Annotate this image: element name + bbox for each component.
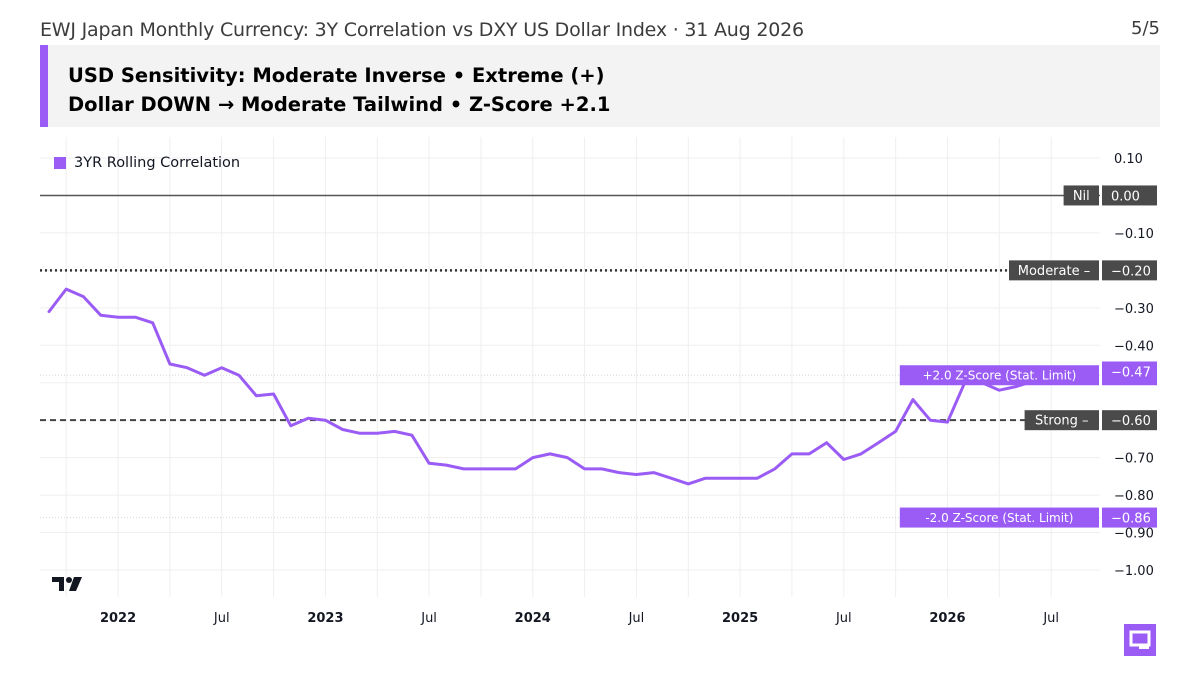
reference-line-label: +2.0 Z-Score (Stat. Limit) (922, 369, 1076, 383)
y-tick-label: −0.80 (1114, 489, 1154, 504)
reference-value-label-bg (1102, 410, 1157, 431)
reference-line-label: Strong – (1035, 414, 1089, 429)
summary-banner: USD Sensitivity: Moderate Inverse • Extr… (40, 45, 1160, 127)
reference-value-label-bg (1102, 507, 1157, 528)
reference-line-label-bg (1063, 185, 1099, 206)
tradingview-logo-icon (52, 577, 82, 591)
x-tick-label: Jul (628, 611, 645, 626)
x-tick-label: Jul (420, 611, 437, 626)
x-tick-label: Jul (213, 611, 230, 626)
reference-value-label: −0.60 (1111, 414, 1151, 429)
page-indicator: 5/5 (1131, 18, 1160, 39)
reference-value-label: −0.86 (1111, 512, 1151, 527)
last-value-label-bg (1102, 361, 1157, 382)
x-tick-label: 2023 (307, 611, 343, 626)
y-tick-label: −0.30 (1114, 302, 1154, 317)
y-tick-label: −0.90 (1114, 527, 1154, 542)
reference-line-label-bg (899, 365, 1099, 386)
reference-value-label: 0.00 (1111, 189, 1140, 204)
y-tick-label: 0.10 (1114, 152, 1143, 167)
brand-badge-icon[interactable] (1124, 624, 1156, 656)
reference-line-label-bg (899, 507, 1099, 528)
banner-line-2: Dollar DOWN → Moderate Tailwind • Z-Scor… (68, 93, 611, 116)
y-tick-label: −1.00 (1114, 564, 1154, 579)
y-tick-label: −0.40 (1114, 339, 1154, 354)
reference-line-label: Moderate – (1018, 264, 1090, 279)
reference-line-label-bg (1009, 260, 1099, 281)
last-value-label: −0.47 (1111, 365, 1151, 380)
x-tick-label: 2022 (100, 611, 136, 626)
banner-line-1: USD Sensitivity: Moderate Inverse • Extr… (68, 64, 605, 87)
series-line (47, 287, 1070, 486)
x-tick-label: Jul (1042, 611, 1059, 626)
reference-line-label: -2.0 Z-Score (Stat. Limit) (925, 511, 1073, 525)
reference-line-label-bg (1024, 410, 1099, 431)
x-tick-label: 2024 (515, 611, 551, 626)
y-tick-label: −0.10 (1114, 227, 1154, 242)
y-tick-label: −0.70 (1114, 452, 1154, 467)
legend-entry: 3YR Rolling Correlation (74, 155, 241, 171)
chart-title: EWJ Japan Monthly Currency: 3Y Correlati… (40, 19, 804, 41)
legend-swatch (54, 157, 66, 169)
x-tick-label: Jul (835, 611, 852, 626)
reference-line-label: Nil (1073, 189, 1090, 204)
x-tick-label: 2026 (929, 611, 965, 626)
reference-value-label-bg (1102, 185, 1157, 206)
chart-legend: 3YR Rolling Correlation (54, 155, 240, 171)
reference-value-label-bg (1102, 260, 1157, 281)
reference-value-label: −0.20 (1111, 264, 1151, 279)
x-tick-label: 2025 (722, 611, 758, 626)
